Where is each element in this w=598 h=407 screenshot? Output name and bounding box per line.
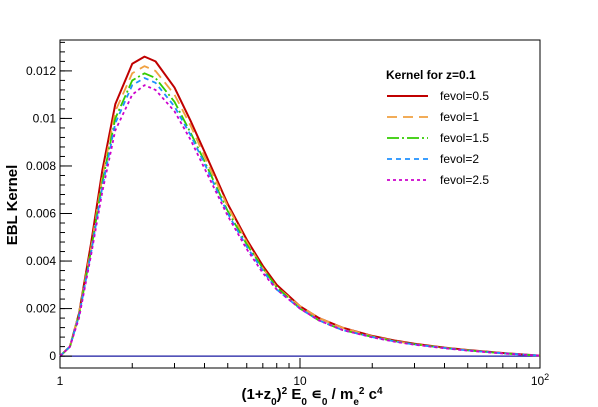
y-axis-title: EBL Kernel	[4, 165, 21, 246]
x-tick-label-1: 1	[57, 374, 64, 388]
y-tick-label-2: 0.002	[26, 302, 56, 316]
y-tick-label-7: 0.012	[26, 64, 56, 78]
legend-title: Kernel for z=0.1	[386, 68, 476, 82]
legend: Kernel for z=0.1 fevol=0.5 fevol=1 fevol=1.…	[386, 68, 489, 187]
series-line-4	[59, 77, 541, 357]
legend-label-3: fevol=1.5	[440, 131, 489, 145]
x-axis-ticks: 1 10 102	[57, 358, 549, 388]
curves	[59, 55, 541, 357]
legend-label-2: fevol=1	[440, 110, 479, 124]
x-tick-label-3: 102	[531, 372, 549, 388]
x-axis-title: (1+z0)2 E0 ∊0 / me2 c4	[241, 386, 382, 407]
y-axis-ticks: 0 0.002 0.004 0.006 0.008 0.01 0.012	[26, 41, 72, 363]
y-tick-label-3: 0.004	[26, 254, 56, 268]
legend-label-1: fevol=0.5	[440, 89, 489, 103]
y-tick-label-5: 0.008	[26, 159, 56, 173]
y-tick-label-1: 0	[49, 349, 56, 363]
legend-label-5: fevol=2.5	[440, 173, 489, 187]
x-tick-label-2: 10	[293, 374, 307, 388]
y-tick-label-6: 0.01	[33, 111, 57, 125]
series-line-2	[59, 65, 541, 357]
y-tick-label-4: 0.006	[26, 207, 56, 221]
series-line-5	[59, 84, 541, 357]
legend-label-4: fevol=2	[440, 152, 479, 166]
